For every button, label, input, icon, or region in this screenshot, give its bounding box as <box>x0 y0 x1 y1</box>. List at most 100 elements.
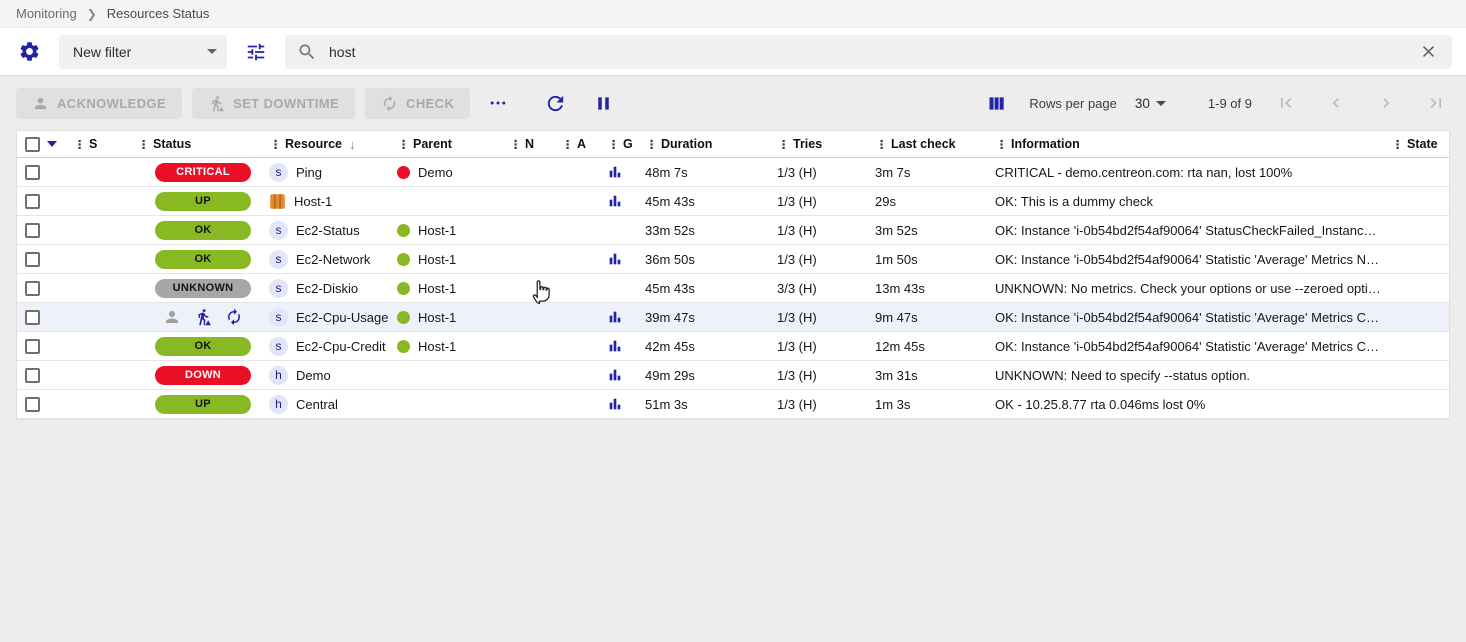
resource-name[interactable]: Ec2-Diskio <box>296 281 358 296</box>
column-drag-icon[interactable]: ⋮ <box>269 138 282 150</box>
table-row[interactable]: UPHost-145m 43s1/3 (H)29sOK: This is a d… <box>17 187 1449 216</box>
column-header-status[interactable]: ⋮Status <box>137 137 269 151</box>
resource-cell[interactable]: sEc2-Status <box>269 221 397 240</box>
graph-icon[interactable] <box>607 396 623 412</box>
parent-name[interactable]: Host-1 <box>418 339 456 354</box>
breadcrumb-item-resources-status[interactable]: Resources Status <box>107 6 210 21</box>
column-header-parent[interactable]: ⋮Parent <box>397 137 509 151</box>
column-drag-icon[interactable]: ⋮ <box>777 138 790 150</box>
column-header-information[interactable]: ⋮Information <box>995 137 1391 151</box>
column-header-duration[interactable]: ⋮Duration <box>645 137 777 151</box>
column-header-last_check[interactable]: ⋮Last check <box>875 137 995 151</box>
column-header-graph[interactable]: ⋮G <box>607 137 645 151</box>
row-checkbox[interactable] <box>25 397 40 412</box>
filter-tune-icon[interactable] <box>241 37 271 67</box>
row-set-downtime-icon[interactable] <box>194 308 212 326</box>
resource-name[interactable]: Ec2-Cpu-Credit <box>296 339 386 354</box>
filter-preset-select[interactable]: New filter <box>59 35 227 69</box>
select-menu-caret-icon[interactable] <box>47 141 57 147</box>
graph-icon[interactable] <box>607 367 623 383</box>
table-row[interactable]: OKsEc2-StatusHost-133m 52s1/3 (H)3m 52sO… <box>17 216 1449 245</box>
column-header-action[interactable]: ⋮A <box>561 137 607 151</box>
graph-icon[interactable] <box>607 193 623 209</box>
resource-cell[interactable]: sEc2-Diskio <box>269 279 397 298</box>
column-drag-icon[interactable]: ⋮ <box>397 138 410 150</box>
row-acknowledge-icon[interactable] <box>163 308 181 326</box>
column-header-tries[interactable]: ⋮Tries <box>777 137 875 151</box>
column-drag-icon[interactable]: ⋮ <box>645 138 658 150</box>
resource-cell[interactable]: hCentral <box>269 395 397 414</box>
row-checkbox[interactable] <box>25 223 40 238</box>
resource-cell[interactable]: sEc2-Network <box>269 250 397 269</box>
resource-cell[interactable]: hDemo <box>269 366 397 385</box>
breadcrumb-item-monitoring[interactable]: Monitoring <box>16 6 77 21</box>
next-page-icon[interactable] <box>1372 89 1400 117</box>
column-drag-icon[interactable]: ⋮ <box>1391 138 1404 150</box>
previous-page-icon[interactable] <box>1322 89 1350 117</box>
last-page-icon[interactable] <box>1422 89 1450 117</box>
refresh-icon[interactable] <box>540 88 571 119</box>
check-button[interactable]: CHECK <box>365 88 470 119</box>
row-checkbox[interactable] <box>25 339 40 354</box>
parent-name[interactable]: Host-1 <box>418 252 456 267</box>
resource-name[interactable]: Demo <box>296 368 331 383</box>
parent-name[interactable]: Host-1 <box>418 281 456 296</box>
search-input[interactable]: host <box>329 44 1403 60</box>
view-columns-icon[interactable] <box>982 89 1011 118</box>
row-check-icon[interactable] <box>225 308 243 326</box>
graph-icon[interactable] <box>607 338 623 354</box>
graph-icon[interactable] <box>607 164 623 180</box>
select-all-checkbox[interactable] <box>25 137 40 152</box>
column-drag-icon[interactable]: ⋮ <box>561 138 574 150</box>
sort-desc-icon[interactable]: ↓ <box>349 137 356 152</box>
column-header-state[interactable]: ⋮State <box>1391 137 1449 151</box>
column-header-resource[interactable]: ⋮Resource↓ <box>269 137 397 152</box>
resource-name[interactable]: Host-1 <box>294 194 332 209</box>
more-actions-icon[interactable] <box>484 89 512 117</box>
resource-name[interactable]: Central <box>296 397 338 412</box>
table-row[interactable]: OKsEc2-Cpu-CreditHost-142m 45s1/3 (H)12m… <box>17 332 1449 361</box>
resource-cell[interactable]: sPing <box>269 163 397 182</box>
parent-name[interactable]: Demo <box>418 165 453 180</box>
column-drag-icon[interactable]: ⋮ <box>509 138 522 150</box>
row-checkbox[interactable] <box>25 368 40 383</box>
column-header-severity[interactable]: ⋮S <box>73 137 137 151</box>
table-row[interactable]: UNKNOWNsEc2-DiskioHost-145m 43s3/3 (H)13… <box>17 274 1449 303</box>
resource-name[interactable]: Ec2-Status <box>296 223 360 238</box>
table-row[interactable]: DOWNhDemo49m 29s1/3 (H)3m 31sUNKNOWN: Ne… <box>17 361 1449 390</box>
resource-cell[interactable]: sEc2-Cpu-Credit <box>269 337 397 356</box>
table-row[interactable]: CRITICALsPingDemo48m 7s1/3 (H)3m 7sCRITI… <box>17 158 1449 187</box>
column-drag-icon[interactable]: ⋮ <box>875 138 888 150</box>
resource-name[interactable]: Ping <box>296 165 322 180</box>
graph-icon[interactable] <box>607 251 623 267</box>
graph-icon[interactable] <box>607 309 623 325</box>
acknowledge-button[interactable]: ACKNOWLEDGE <box>16 88 182 119</box>
parent-name[interactable]: Host-1 <box>418 310 456 325</box>
resource-name[interactable]: Ec2-Cpu-Usage <box>296 310 389 325</box>
first-page-icon[interactable] <box>1272 89 1300 117</box>
column-drag-icon[interactable]: ⋮ <box>607 138 620 150</box>
clear-search-icon[interactable] <box>1415 38 1442 65</box>
parent-name[interactable]: Host-1 <box>418 223 456 238</box>
filter-settings-gear-icon[interactable] <box>14 36 45 67</box>
table-row[interactable]: sEc2-Cpu-UsageHost-139m 47s1/3 (H)9m 47s… <box>17 303 1449 332</box>
resource-cell[interactable]: sEc2-Cpu-Usage <box>269 308 397 327</box>
rows-per-page-select[interactable]: 30 <box>1131 96 1180 111</box>
row-checkbox[interactable] <box>25 194 40 209</box>
column-header-expand[interactable] <box>47 141 73 147</box>
set-downtime-button[interactable]: SET DOWNTIME <box>192 88 355 119</box>
resource-name[interactable]: Ec2-Network <box>296 252 370 267</box>
row-checkbox[interactable] <box>25 252 40 267</box>
table-row[interactable]: UPhCentral51m 3s1/3 (H)1m 3sOK - 10.25.8… <box>17 390 1449 419</box>
column-drag-icon[interactable]: ⋮ <box>137 138 150 150</box>
pause-autorefresh-icon[interactable] <box>589 89 618 118</box>
search-field[interactable]: host <box>285 35 1452 69</box>
row-checkbox[interactable] <box>25 165 40 180</box>
resource-cell[interactable]: Host-1 <box>269 193 397 210</box>
row-checkbox[interactable] <box>25 310 40 325</box>
column-header-notes[interactable]: ⋮N <box>509 137 561 151</box>
column-drag-icon[interactable]: ⋮ <box>995 138 1008 150</box>
row-checkbox[interactable] <box>25 281 40 296</box>
table-row[interactable]: OKsEc2-NetworkHost-136m 50s1/3 (H)1m 50s… <box>17 245 1449 274</box>
column-header-select[interactable] <box>17 137 47 152</box>
